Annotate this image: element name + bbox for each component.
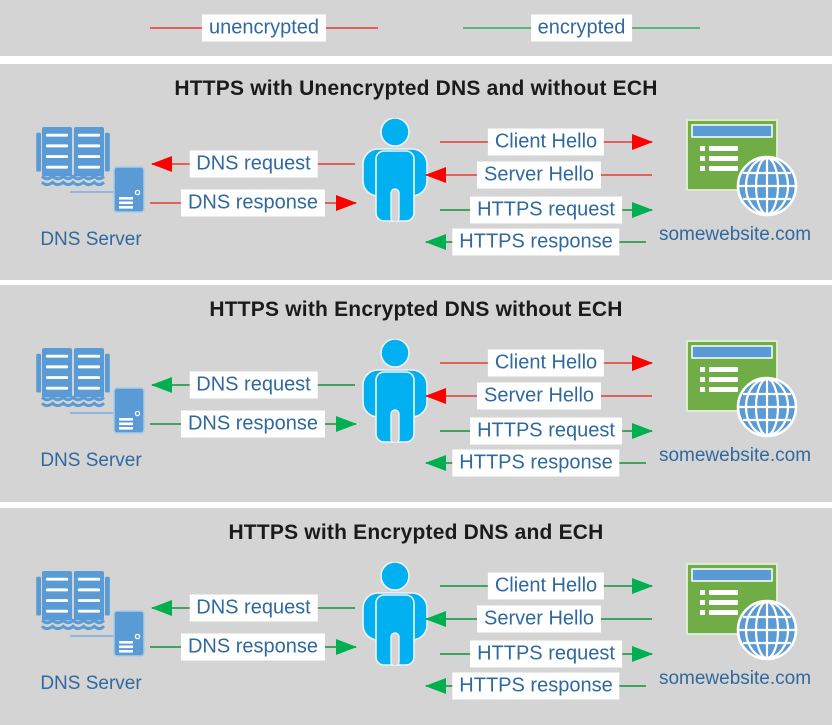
arrowhead-right-icon [632,134,653,150]
arrowhead-left-icon [151,156,172,172]
legend-bar: unencrypted encrypted [0,0,832,56]
arrowhead-left-icon [151,377,172,393]
website-browser-globe-icon [685,118,800,218]
arrow-label: HTTPS response [452,449,620,477]
arrowhead-right-icon [632,578,653,594]
arrow-label: Client Hello [487,572,605,600]
arrow-label: Client Hello [487,128,605,156]
dns-server-tower-icon [113,387,145,434]
arrowhead-left-icon [425,234,446,250]
dns-server-label: DNS Server [40,673,142,694]
arrowhead-left-icon [425,455,446,471]
arrowhead-right-icon [632,646,653,662]
arrow-label: DNS request [189,371,318,399]
panel-encrypted-dns-no-ech: HTTPS with Encrypted DNS without ECH DNS… [0,285,832,502]
arrow-label: DNS response [180,633,326,661]
arrowhead-left-icon [425,678,446,694]
arrowhead-right-icon [632,355,653,371]
arrowhead-right-icon [336,195,357,211]
panel-title: HTTPS with Encrypted DNS without ECH [209,298,623,321]
legend-label-unencrypted: unencrypted [201,14,327,42]
person-icon [358,339,432,443]
panel-title: HTTPS with Encrypted DNS and ECH [228,521,604,544]
website-label: somewebsite.com [658,224,812,245]
panel-encrypted-dns-with-ech: HTTPS with Encrypted DNS and ECH DNS Ser… [0,508,832,725]
book-server-connector [70,412,115,414]
arrow-label: Server Hello [476,161,602,189]
dns-server-tower-icon [113,166,145,213]
arrowhead-left-icon [425,611,446,627]
arrow-label: DNS response [180,189,326,217]
arrow-label: HTTPS request [470,417,622,445]
arrowhead-right-icon [336,639,357,655]
arrow-label: Server Hello [476,605,602,633]
arrow-label: Client Hello [487,349,605,377]
book-server-connector [70,635,115,637]
website-label: somewebsite.com [658,668,812,689]
arrow-label: DNS request [189,150,318,178]
arrowhead-left-icon [425,167,446,183]
arrow-label: HTTPS request [470,640,622,668]
website-label: somewebsite.com [658,445,812,466]
arrowhead-right-icon [632,202,653,218]
arrowhead-right-icon [632,423,653,439]
arrowhead-right-icon [336,416,357,432]
dns-book-icon [36,570,110,632]
person-icon [358,118,432,222]
arrow-label: HTTPS request [470,196,622,224]
dns-book-icon [36,126,110,188]
website-browser-globe-icon [685,339,800,439]
book-server-connector [70,191,115,193]
arrow-label: DNS request [189,594,318,622]
person-icon [358,562,432,666]
arrow-label: HTTPS response [452,672,620,700]
arrowhead-left-icon [151,600,172,616]
arrow-label: HTTPS response [452,228,620,256]
dns-server-label: DNS Server [40,229,142,250]
arrow-label: DNS response [180,410,326,438]
dns-server-tower-icon [113,610,145,657]
arrow-label: Server Hello [476,382,602,410]
website-browser-globe-icon [685,562,800,662]
dns-server-label: DNS Server [40,450,142,471]
arrowhead-left-icon [425,388,446,404]
panel-title: HTTPS with Unencrypted DNS and without E… [174,77,658,100]
panel-unencrypted-dns-no-ech: HTTPS with Unencrypted DNS and without E… [0,64,832,280]
legend-label-encrypted: encrypted [530,14,633,42]
dns-book-icon [36,347,110,409]
